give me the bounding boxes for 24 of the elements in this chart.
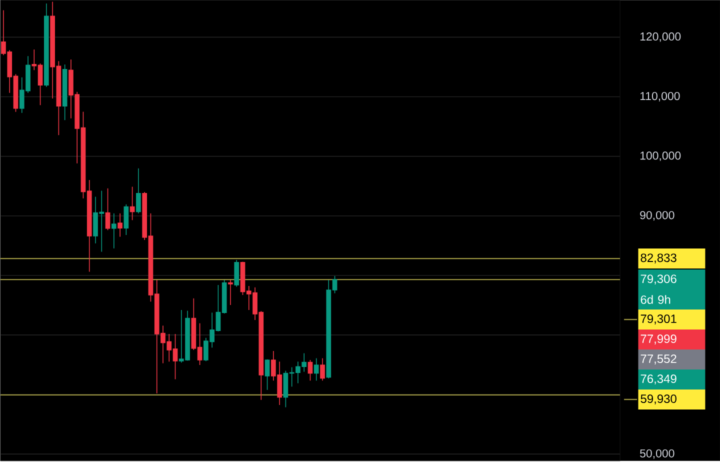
y-tick-label: 110,000	[640, 92, 680, 102]
text: 6d 9h	[640, 295, 670, 304]
y-tick-label: 100,000	[640, 151, 681, 161]
candlestick	[136, 168, 141, 214]
candlestick	[314, 358, 319, 381]
y-tick-label: 120,000	[640, 32, 681, 42]
candlestick	[118, 212, 122, 238]
legend-label: 79,301	[640, 314, 676, 324]
candlestick	[44, 3, 49, 88]
text: 77,999	[640, 334, 676, 344]
candlestick	[62, 64, 68, 120]
candlestick	[228, 280, 233, 306]
text: 79,306	[640, 274, 676, 284]
ref-line-label: 82,833	[640, 254, 676, 264]
candlestick	[320, 358, 325, 381]
y-tick-label: 90,000	[640, 211, 674, 221]
text: 77,552	[640, 354, 676, 364]
candlestick	[264, 358, 270, 390]
ref-line-label: 59,930	[640, 394, 676, 404]
text: 76,349	[640, 374, 676, 384]
candlestick	[111, 212, 116, 249]
candlestick	[124, 204, 129, 236]
candlestick	[234, 260, 240, 288]
y-tick-label: 50,000	[640, 449, 674, 459]
